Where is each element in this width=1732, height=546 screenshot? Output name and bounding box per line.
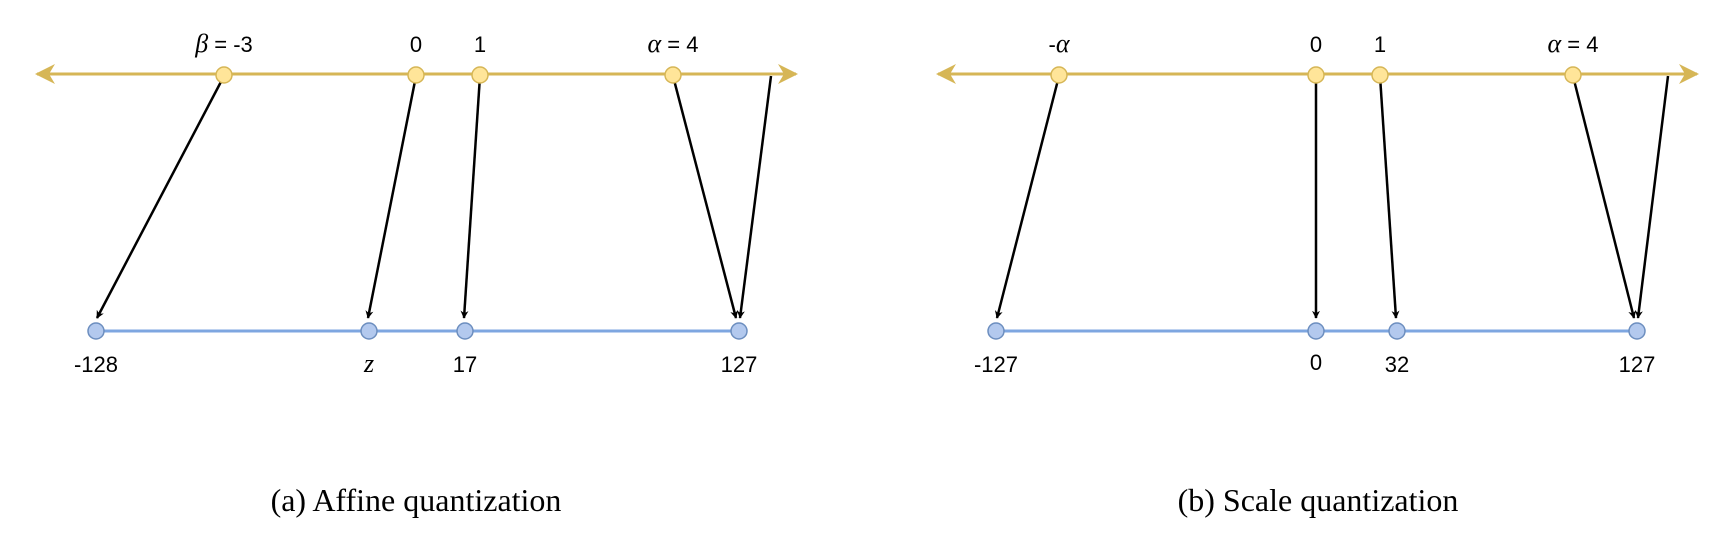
mapping-arrow bbox=[460, 75, 482, 319]
real-label-alpha: α = 4 bbox=[648, 29, 699, 58]
integer-point bbox=[360, 322, 378, 340]
mapping-arrow bbox=[365, 75, 418, 319]
real-label-neg-alpha: -α bbox=[1049, 29, 1071, 58]
caption-affine: (a) Affine quantization bbox=[271, 482, 562, 518]
integer-point bbox=[1388, 322, 1406, 340]
integer-point bbox=[1307, 322, 1325, 340]
mapping-arrow bbox=[736, 75, 773, 319]
int-label-one: 32 bbox=[1385, 352, 1409, 377]
panel-affine: β = -3 0 1 α = 4 -128 z 17 127 (a) Affin… bbox=[35, 29, 798, 518]
int-label-zero-point: z bbox=[363, 349, 374, 378]
int-label-zero: 0 bbox=[1310, 350, 1322, 375]
mapping-arrow bbox=[1378, 75, 1400, 319]
real-label-one: 1 bbox=[474, 32, 486, 57]
real-point bbox=[471, 66, 489, 84]
real-label-zero: 0 bbox=[410, 32, 422, 57]
mapping-arrow bbox=[1571, 75, 1637, 319]
integer-point bbox=[730, 322, 748, 340]
integer-point bbox=[87, 322, 105, 340]
real-label-alpha: α = 4 bbox=[1548, 29, 1599, 58]
mapping-arrow bbox=[671, 75, 739, 319]
real-point bbox=[664, 66, 682, 84]
int-label-max: 127 bbox=[721, 352, 758, 377]
integer-point bbox=[987, 322, 1005, 340]
real-point bbox=[1050, 66, 1068, 84]
panel-scale: -α 0 1 α = 4 -127 0 32 127 (b) Scale qua… bbox=[936, 29, 1699, 518]
integer-point bbox=[456, 322, 474, 340]
real-label-zero: 0 bbox=[1310, 32, 1322, 57]
int-label-max: 127 bbox=[1619, 352, 1656, 377]
mapping-arrow bbox=[1634, 75, 1670, 319]
int-label-min: -128 bbox=[74, 352, 118, 377]
int-label-one: 17 bbox=[453, 352, 477, 377]
real-point bbox=[1564, 66, 1582, 84]
real-point bbox=[1307, 66, 1325, 84]
real-label-beta: β = -3 bbox=[194, 29, 253, 58]
real-label-one: 1 bbox=[1374, 32, 1386, 57]
integer-point bbox=[1628, 322, 1646, 340]
int-label-min: -127 bbox=[974, 352, 1018, 377]
mapping-arrow bbox=[95, 75, 226, 319]
mapping-arrow bbox=[994, 75, 1061, 319]
real-point bbox=[215, 66, 233, 84]
real-point bbox=[407, 66, 425, 84]
caption-scale: (b) Scale quantization bbox=[1178, 482, 1459, 518]
real-point bbox=[1371, 66, 1389, 84]
